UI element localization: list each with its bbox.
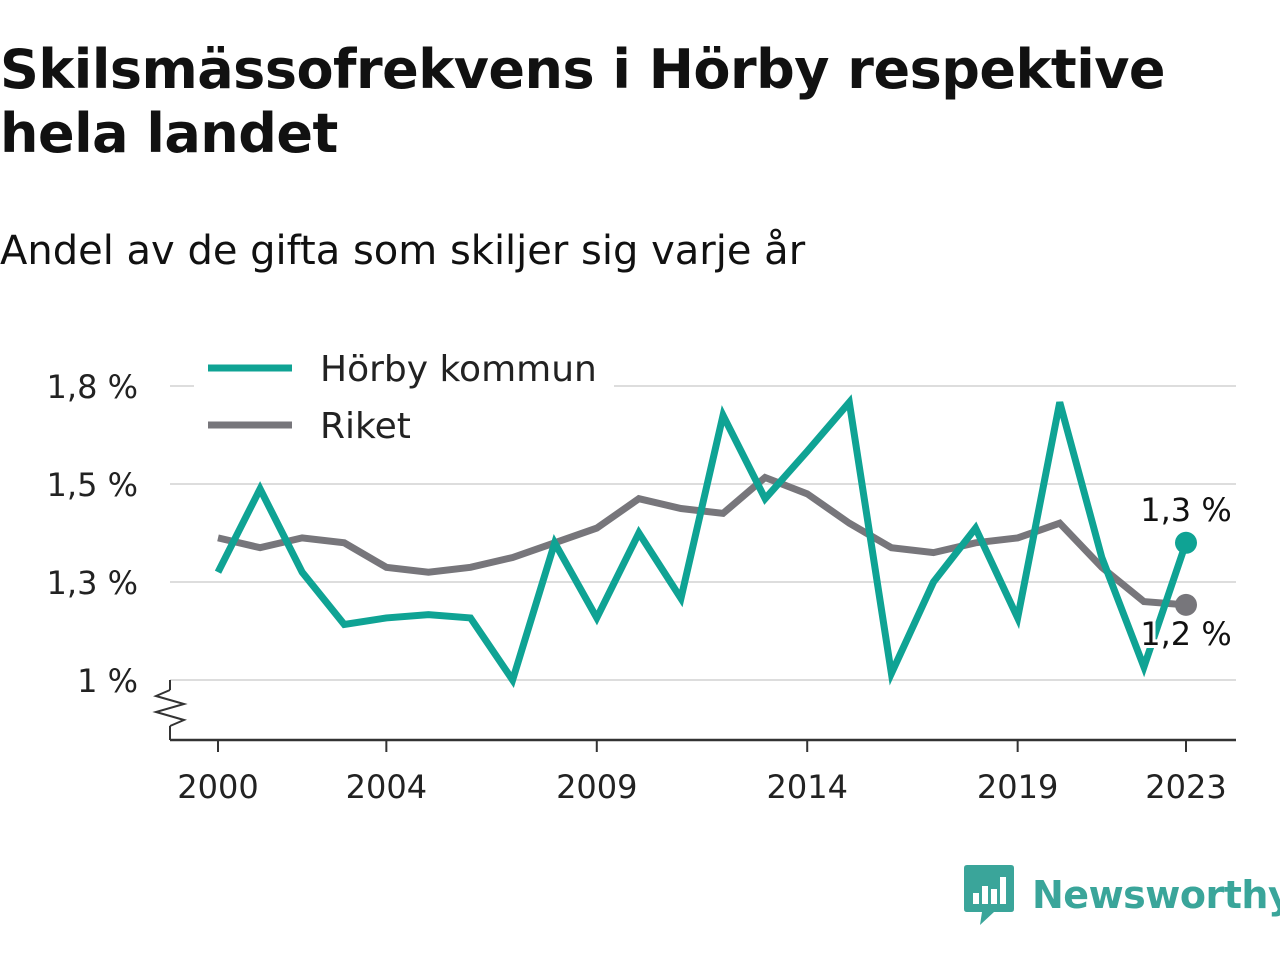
chart-title: Skilsmässofrekvens i Hörby respektive he… [0,38,1166,165]
legend-label-horby: Hörby kommun [320,349,597,390]
x-tick-label: 2014 [766,768,847,806]
x-tick-label: 2004 [346,768,427,806]
x-tick-label: 2023 [1145,768,1226,806]
riket-end-point [1175,593,1197,616]
y-tick-label: 1,3 % [47,564,138,602]
newsworthy-logo-icon [964,865,1014,925]
chart-subtitle: Andel av de gifta som skiljer sig varje … [0,228,806,274]
legend-background [194,340,614,452]
x-tick-label: 2009 [556,768,637,806]
axes [152,680,1236,742]
horby-end-label: 1,3 % [1140,491,1231,529]
brand-name: Newsworthy [1032,873,1280,917]
y-tick-label: 1 % [77,662,138,700]
legend: Hörby kommun Riket [194,340,614,452]
y-axis-labels: 1 % 1,3 % 1,5 % 1,8 % [47,368,138,700]
newsworthy-brand: Newsworthy [964,864,1280,926]
x-axis-ticks: 2000 2004 2009 2014 2019 2023 [177,740,1227,806]
x-tick-label: 2000 [177,768,258,806]
horby-end-point [1175,531,1197,554]
series-lines [214,394,1190,689]
legend-label-riket: Riket [320,406,411,447]
end-labels: 1,3 % 1,2 % [1137,488,1234,656]
riket-end-label: 1,2 % [1140,615,1231,653]
x-tick-label: 2019 [977,768,1058,806]
series-horby-line [214,394,1190,689]
y-tick-label: 1,8 % [47,368,138,406]
y-tick-label: 1,5 % [47,466,138,504]
y-axis-break [152,689,188,727]
